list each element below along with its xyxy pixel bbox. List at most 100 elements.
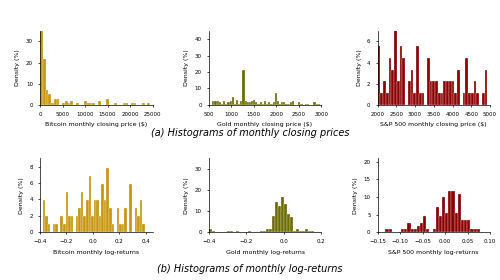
Bar xyxy=(260,102,262,105)
Bar xyxy=(148,103,150,105)
Bar xyxy=(219,102,221,105)
X-axis label: Bitcoin monthly closing price ($): Bitcoin monthly closing price ($) xyxy=(45,122,148,127)
Bar xyxy=(126,103,128,105)
Bar xyxy=(474,81,476,105)
Text: (b) Histograms of monthly log-returns: (b) Histograms of monthly log-returns xyxy=(157,264,343,274)
Bar xyxy=(131,103,134,105)
Bar xyxy=(54,99,56,105)
Bar xyxy=(230,230,233,232)
Bar xyxy=(68,216,70,232)
Bar xyxy=(238,104,240,105)
Bar xyxy=(134,208,137,232)
Bar xyxy=(48,94,51,105)
Y-axis label: Density (%): Density (%) xyxy=(16,50,20,86)
Bar xyxy=(56,99,59,105)
Bar xyxy=(266,104,268,105)
Bar xyxy=(404,229,407,232)
Bar xyxy=(45,216,48,232)
Bar xyxy=(427,58,430,105)
Bar xyxy=(305,104,307,105)
Bar xyxy=(42,200,45,232)
Bar xyxy=(466,58,468,105)
Bar xyxy=(275,202,278,232)
Bar xyxy=(240,101,242,105)
Bar xyxy=(212,230,215,232)
Bar xyxy=(48,224,50,232)
Bar xyxy=(234,104,236,105)
Bar xyxy=(277,101,279,105)
Bar xyxy=(270,104,272,105)
Bar xyxy=(279,104,281,105)
Bar xyxy=(470,229,474,232)
Bar xyxy=(444,81,446,105)
Bar xyxy=(388,58,392,105)
Bar xyxy=(130,184,132,232)
Bar xyxy=(420,223,423,232)
Bar xyxy=(230,101,232,105)
Bar xyxy=(468,93,471,105)
Bar xyxy=(221,104,223,105)
Bar xyxy=(272,216,275,232)
Bar xyxy=(53,224,56,232)
Bar xyxy=(119,224,122,232)
Bar xyxy=(99,216,102,232)
Bar xyxy=(212,101,214,105)
Bar xyxy=(40,21,43,105)
Bar xyxy=(397,81,400,105)
Bar xyxy=(272,102,274,105)
Bar xyxy=(88,176,91,232)
Bar xyxy=(461,220,464,232)
Bar xyxy=(106,168,109,232)
Bar xyxy=(422,93,424,105)
Bar xyxy=(449,81,452,105)
Bar xyxy=(142,103,144,105)
Bar xyxy=(81,192,84,232)
Bar xyxy=(410,229,414,232)
Bar xyxy=(430,81,432,105)
Bar xyxy=(426,229,430,232)
Bar xyxy=(292,101,294,105)
Bar xyxy=(78,208,81,232)
Bar xyxy=(314,102,316,105)
Text: (a) Histograms of monthly closing prices: (a) Histograms of monthly closing prices xyxy=(151,128,349,138)
Bar xyxy=(248,230,251,232)
Bar xyxy=(454,213,458,232)
Bar xyxy=(386,93,388,105)
Bar xyxy=(401,229,404,232)
Bar xyxy=(62,103,65,105)
Bar xyxy=(262,104,264,105)
Bar xyxy=(410,70,414,105)
Bar xyxy=(68,103,70,105)
Bar xyxy=(140,200,142,232)
Bar xyxy=(244,101,246,105)
Bar xyxy=(260,230,263,232)
Bar xyxy=(94,200,96,232)
Bar xyxy=(214,101,216,105)
Bar xyxy=(104,200,106,232)
Bar xyxy=(266,229,269,232)
Bar xyxy=(296,229,299,232)
Bar xyxy=(457,70,460,105)
Bar xyxy=(380,93,383,105)
Bar xyxy=(134,103,136,105)
Bar xyxy=(446,81,449,105)
Bar xyxy=(458,194,461,232)
Bar xyxy=(419,93,422,105)
Bar xyxy=(102,184,104,232)
Bar xyxy=(432,81,435,105)
Bar xyxy=(46,90,48,105)
Bar xyxy=(414,93,416,105)
Bar xyxy=(242,70,244,105)
Bar xyxy=(311,230,314,232)
Bar xyxy=(423,216,426,232)
Bar xyxy=(383,81,386,105)
Bar xyxy=(122,103,126,105)
Bar xyxy=(287,214,290,232)
Bar xyxy=(308,230,311,232)
Bar xyxy=(142,224,145,232)
Bar xyxy=(408,223,410,232)
Bar xyxy=(300,104,302,105)
Bar xyxy=(223,101,225,105)
Bar xyxy=(388,229,392,232)
Bar xyxy=(394,0,397,105)
